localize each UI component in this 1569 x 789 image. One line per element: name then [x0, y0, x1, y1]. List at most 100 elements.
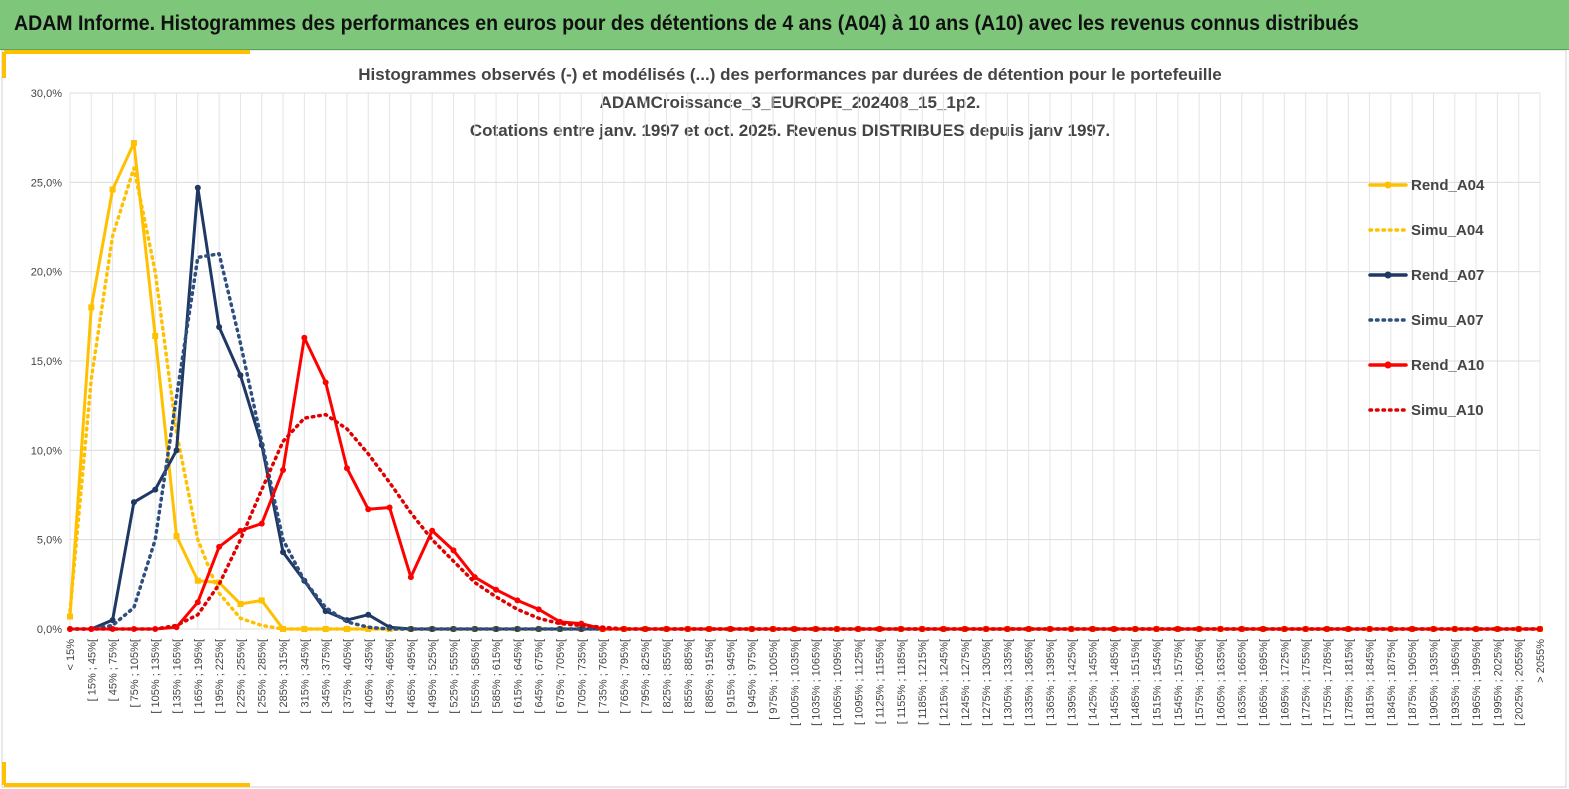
x-tick-label: [ 615% ; 645%[ [512, 639, 524, 714]
x-tick-label: [ 375% ; 405%[ [342, 639, 354, 714]
x-tick-label: [ 975% ; 1005%[ [768, 639, 780, 720]
legend-marker [1384, 271, 1392, 279]
x-tick-label: [ 1395% ; 1425%[ [1066, 639, 1078, 726]
x-tick-label: [ 1485% ; 1515%[ [1130, 639, 1142, 726]
marker [791, 626, 798, 632]
marker [109, 186, 116, 193]
legend-marker [1384, 181, 1392, 189]
marker [237, 527, 244, 534]
legend-label: Simu_A04 [1411, 222, 1484, 239]
marker [514, 597, 521, 604]
x-tick-label: [ 1005% ; 1035%[ [789, 639, 801, 726]
x-tick-label: [ 1065% ; 1095%[ [832, 639, 844, 726]
x-tick-label: [ 915% ; 945%[ [725, 639, 737, 714]
marker [258, 597, 265, 604]
marker [67, 613, 73, 620]
marker [88, 304, 95, 311]
x-tick-label: [ 15% ; 45%[ [86, 639, 98, 701]
x-tick-label: [ 1995% ; 2025%[ [1492, 639, 1504, 726]
y-tick-label: 10,0% [31, 445, 62, 457]
marker [216, 543, 223, 550]
y-tick-label: 25,0% [31, 177, 62, 189]
x-tick-label: [ 1635% ; 1665%[ [1237, 639, 1249, 726]
x-tick-label: [ 1755% ; 1785%[ [1322, 639, 1334, 726]
x-tick-label: [ 435% ; 465%[ [385, 639, 397, 714]
chart-title: Cotations entre janv. 1997 et oct. 2025.… [470, 121, 1110, 140]
x-tick-label: [ 1185% ; 1215%[ [917, 639, 929, 725]
x-tick-label: [ 345% ; 375%[ [321, 639, 333, 714]
x-tick-label: [ 1815% ; 1845%[ [1365, 639, 1377, 726]
series-line [68, 412, 1542, 631]
marker [237, 372, 244, 379]
header-bar: ADAM Informe. Histogrammes des performan… [0, 0, 1569, 50]
chart-title: ADAMCroissance_3_EUROPE_202408_15_1p2. [600, 93, 981, 112]
x-tick-label: [ 1365% ; 1395%[ [1045, 639, 1057, 726]
marker [493, 586, 500, 593]
marker [343, 465, 350, 472]
x-tick-label: [ 195% ; 225%[ [214, 639, 226, 714]
x-tick-label: [ 45% ; 75%[ [108, 639, 120, 701]
x-tick-label: [ 765% ; 795%[ [619, 639, 631, 714]
marker [109, 617, 116, 624]
marker [152, 332, 159, 339]
x-tick-label: [ 1275% ; 1305%[ [981, 639, 993, 726]
x-tick-label: [ 1905% ; 1935%[ [1428, 639, 1440, 726]
x-tick-label: [ 285% ; 315%[ [278, 639, 290, 714]
x-tick-label: [ 525% ; 555%[ [448, 639, 460, 714]
x-tick-label: < 15% [65, 639, 77, 671]
x-tick-label: > 2055% [1535, 639, 1547, 683]
x-tick-label: [ 2025% ; 2055%[ [1514, 639, 1526, 726]
x-tick-label: [ 825% ; 855%[ [662, 639, 674, 714]
x-tick-label: [ 1425% ; 1455%[ [1088, 639, 1100, 726]
x-tick-label: [ 945% ; 975%[ [747, 639, 759, 714]
marker [407, 574, 414, 581]
x-tick-label: [ 1725% ; 1755%[ [1301, 639, 1313, 726]
marker [216, 324, 223, 331]
x-tick-label: [ 1305% ; 1335%[ [1002, 639, 1014, 726]
y-tick-label: 20,0% [31, 267, 62, 279]
x-tick-label: [ 1335% ; 1365%[ [1024, 639, 1036, 726]
x-tick-label: [ 315% ; 345%[ [299, 639, 311, 714]
marker [173, 533, 180, 540]
x-tick-label: [ 555% ; 585%[ [470, 639, 482, 714]
marker [173, 447, 180, 454]
marker [194, 184, 201, 191]
x-tick-label: [ 1785% ; 1815%[ [1343, 639, 1355, 726]
x-tick-label: [ 165% ; 195%[ [193, 639, 205, 714]
marker [130, 499, 137, 506]
x-tick-label: [ 1875% ; 1905%[ [1407, 639, 1419, 726]
legend-label: Simu_A10 [1411, 402, 1484, 419]
x-tick-label: [ 1695% ; 1725%[ [1279, 639, 1291, 726]
x-tick-label: [ 1215% ; 1245%[ [938, 639, 950, 726]
marker [130, 140, 137, 147]
marker [343, 626, 350, 632]
marker [365, 506, 372, 513]
legend-label: Simu_A07 [1411, 312, 1484, 329]
x-tick-label: [ 1095% ; 1125%[ [853, 639, 865, 725]
y-tick-label: 0,0% [37, 624, 62, 636]
x-tick-label: [ 495% ; 525%[ [427, 639, 439, 714]
marker [258, 520, 265, 527]
x-tick-label: [ 75% ; 105%[ [129, 639, 141, 708]
marker [386, 504, 393, 511]
x-tick-label: [ 1035% ; 1065%[ [811, 639, 823, 726]
x-tick-label: [ 1845% ; 1875%[ [1386, 639, 1398, 726]
x-tick-label: [ 465% ; 495%[ [406, 639, 418, 714]
x-tick-label: [ 225% ; 255%[ [235, 639, 247, 714]
marker [322, 379, 329, 386]
marker [535, 606, 542, 613]
x-tick-label: [ 1575% ; 1605%[ [1194, 639, 1206, 726]
x-tick-label: [ 675% ; 705%[ [555, 639, 567, 714]
marker [280, 466, 287, 473]
marker [365, 611, 372, 618]
marker [429, 527, 436, 534]
x-tick-label: [ 885% ; 915%[ [704, 639, 716, 714]
marker [194, 577, 201, 584]
marker [450, 547, 457, 554]
marker [301, 334, 308, 341]
x-tick-label: [ 255% ; 285%[ [257, 639, 269, 714]
x-tick-label: [ 1455% ; 1485%[ [1109, 639, 1121, 726]
x-tick-label: [ 1125% ; 1155%[ [875, 639, 887, 724]
marker [194, 599, 201, 606]
